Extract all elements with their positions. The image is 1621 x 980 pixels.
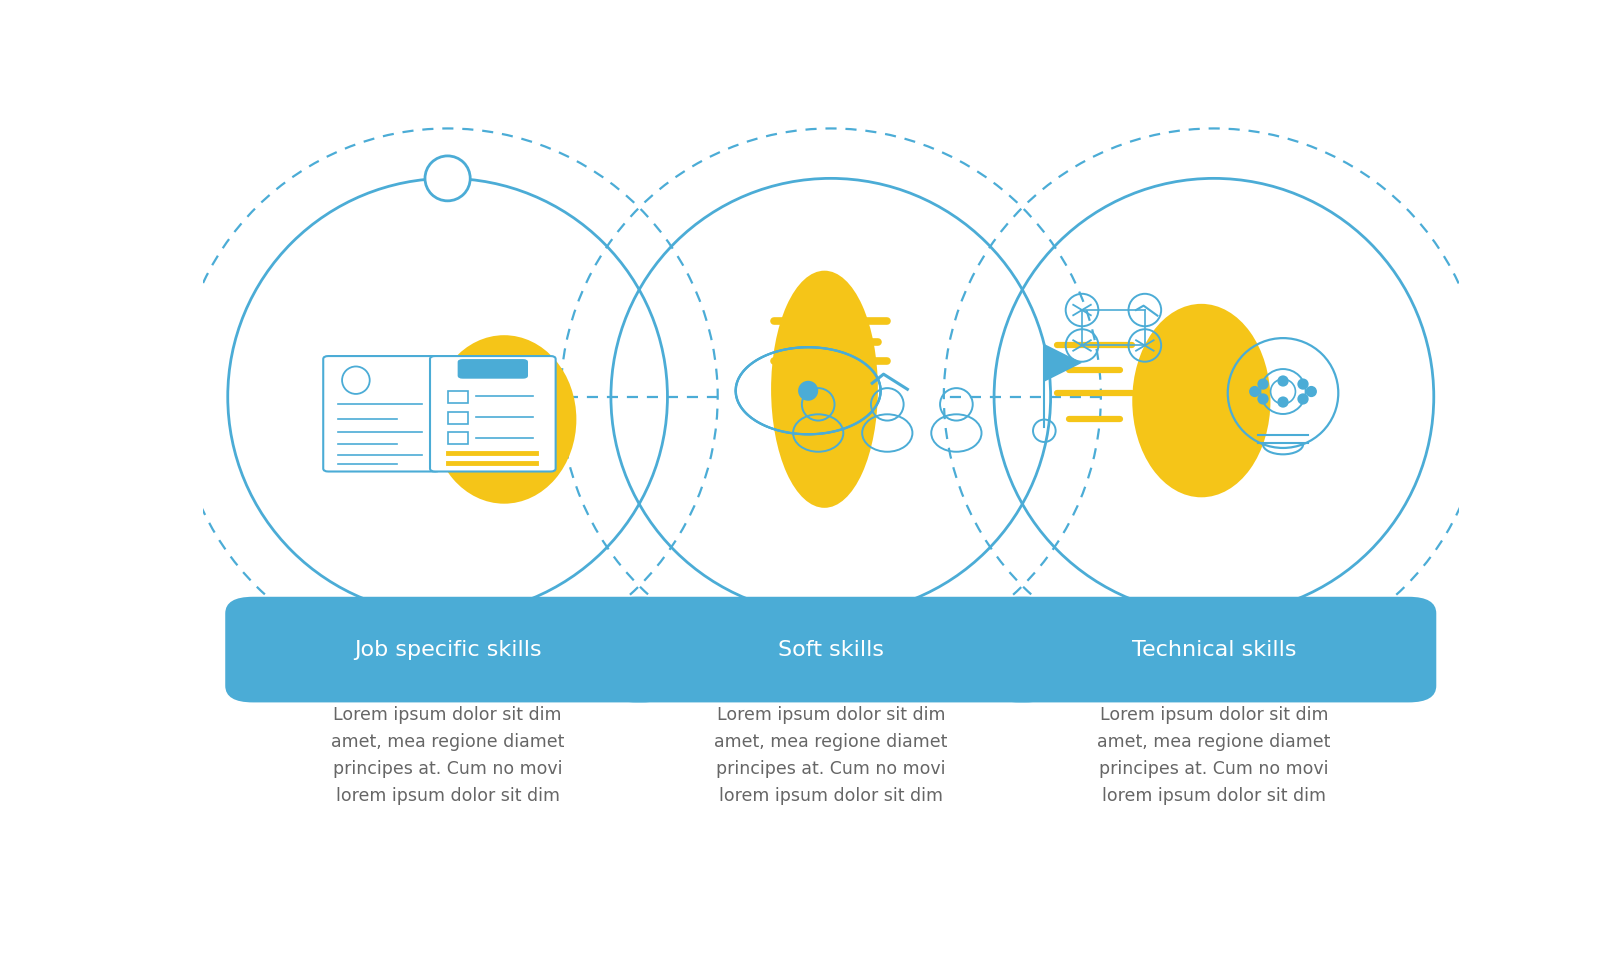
Ellipse shape: [1258, 393, 1269, 405]
Text: Soft skills: Soft skills: [778, 640, 883, 660]
Ellipse shape: [772, 270, 879, 508]
Ellipse shape: [798, 381, 819, 401]
FancyBboxPatch shape: [430, 356, 556, 471]
Ellipse shape: [431, 335, 577, 504]
Ellipse shape: [1258, 378, 1269, 390]
FancyBboxPatch shape: [225, 597, 669, 703]
Ellipse shape: [1131, 304, 1271, 497]
Polygon shape: [1044, 344, 1083, 381]
FancyBboxPatch shape: [457, 359, 528, 378]
Ellipse shape: [1297, 393, 1308, 405]
Text: Lorem ipsum dolor sit dim
amet, mea regione diamet
principes at. Cum no movi
lor: Lorem ipsum dolor sit dim amet, mea regi…: [715, 706, 947, 805]
Text: Job specific skills: Job specific skills: [353, 640, 541, 660]
FancyBboxPatch shape: [323, 356, 439, 471]
FancyBboxPatch shape: [992, 597, 1436, 703]
Ellipse shape: [425, 156, 470, 201]
Ellipse shape: [1297, 378, 1308, 390]
FancyBboxPatch shape: [608, 597, 1054, 703]
Ellipse shape: [1250, 386, 1261, 397]
Ellipse shape: [1277, 397, 1289, 408]
Ellipse shape: [1305, 386, 1316, 397]
Text: Lorem ipsum dolor sit dim
amet, mea regione diamet
principes at. Cum no movi
lor: Lorem ipsum dolor sit dim amet, mea regi…: [1097, 706, 1331, 805]
Ellipse shape: [1277, 375, 1289, 386]
Text: Technical skills: Technical skills: [1131, 640, 1297, 660]
Text: Lorem ipsum dolor sit dim
amet, mea regione diamet
principes at. Cum no movi
lor: Lorem ipsum dolor sit dim amet, mea regi…: [331, 706, 564, 805]
